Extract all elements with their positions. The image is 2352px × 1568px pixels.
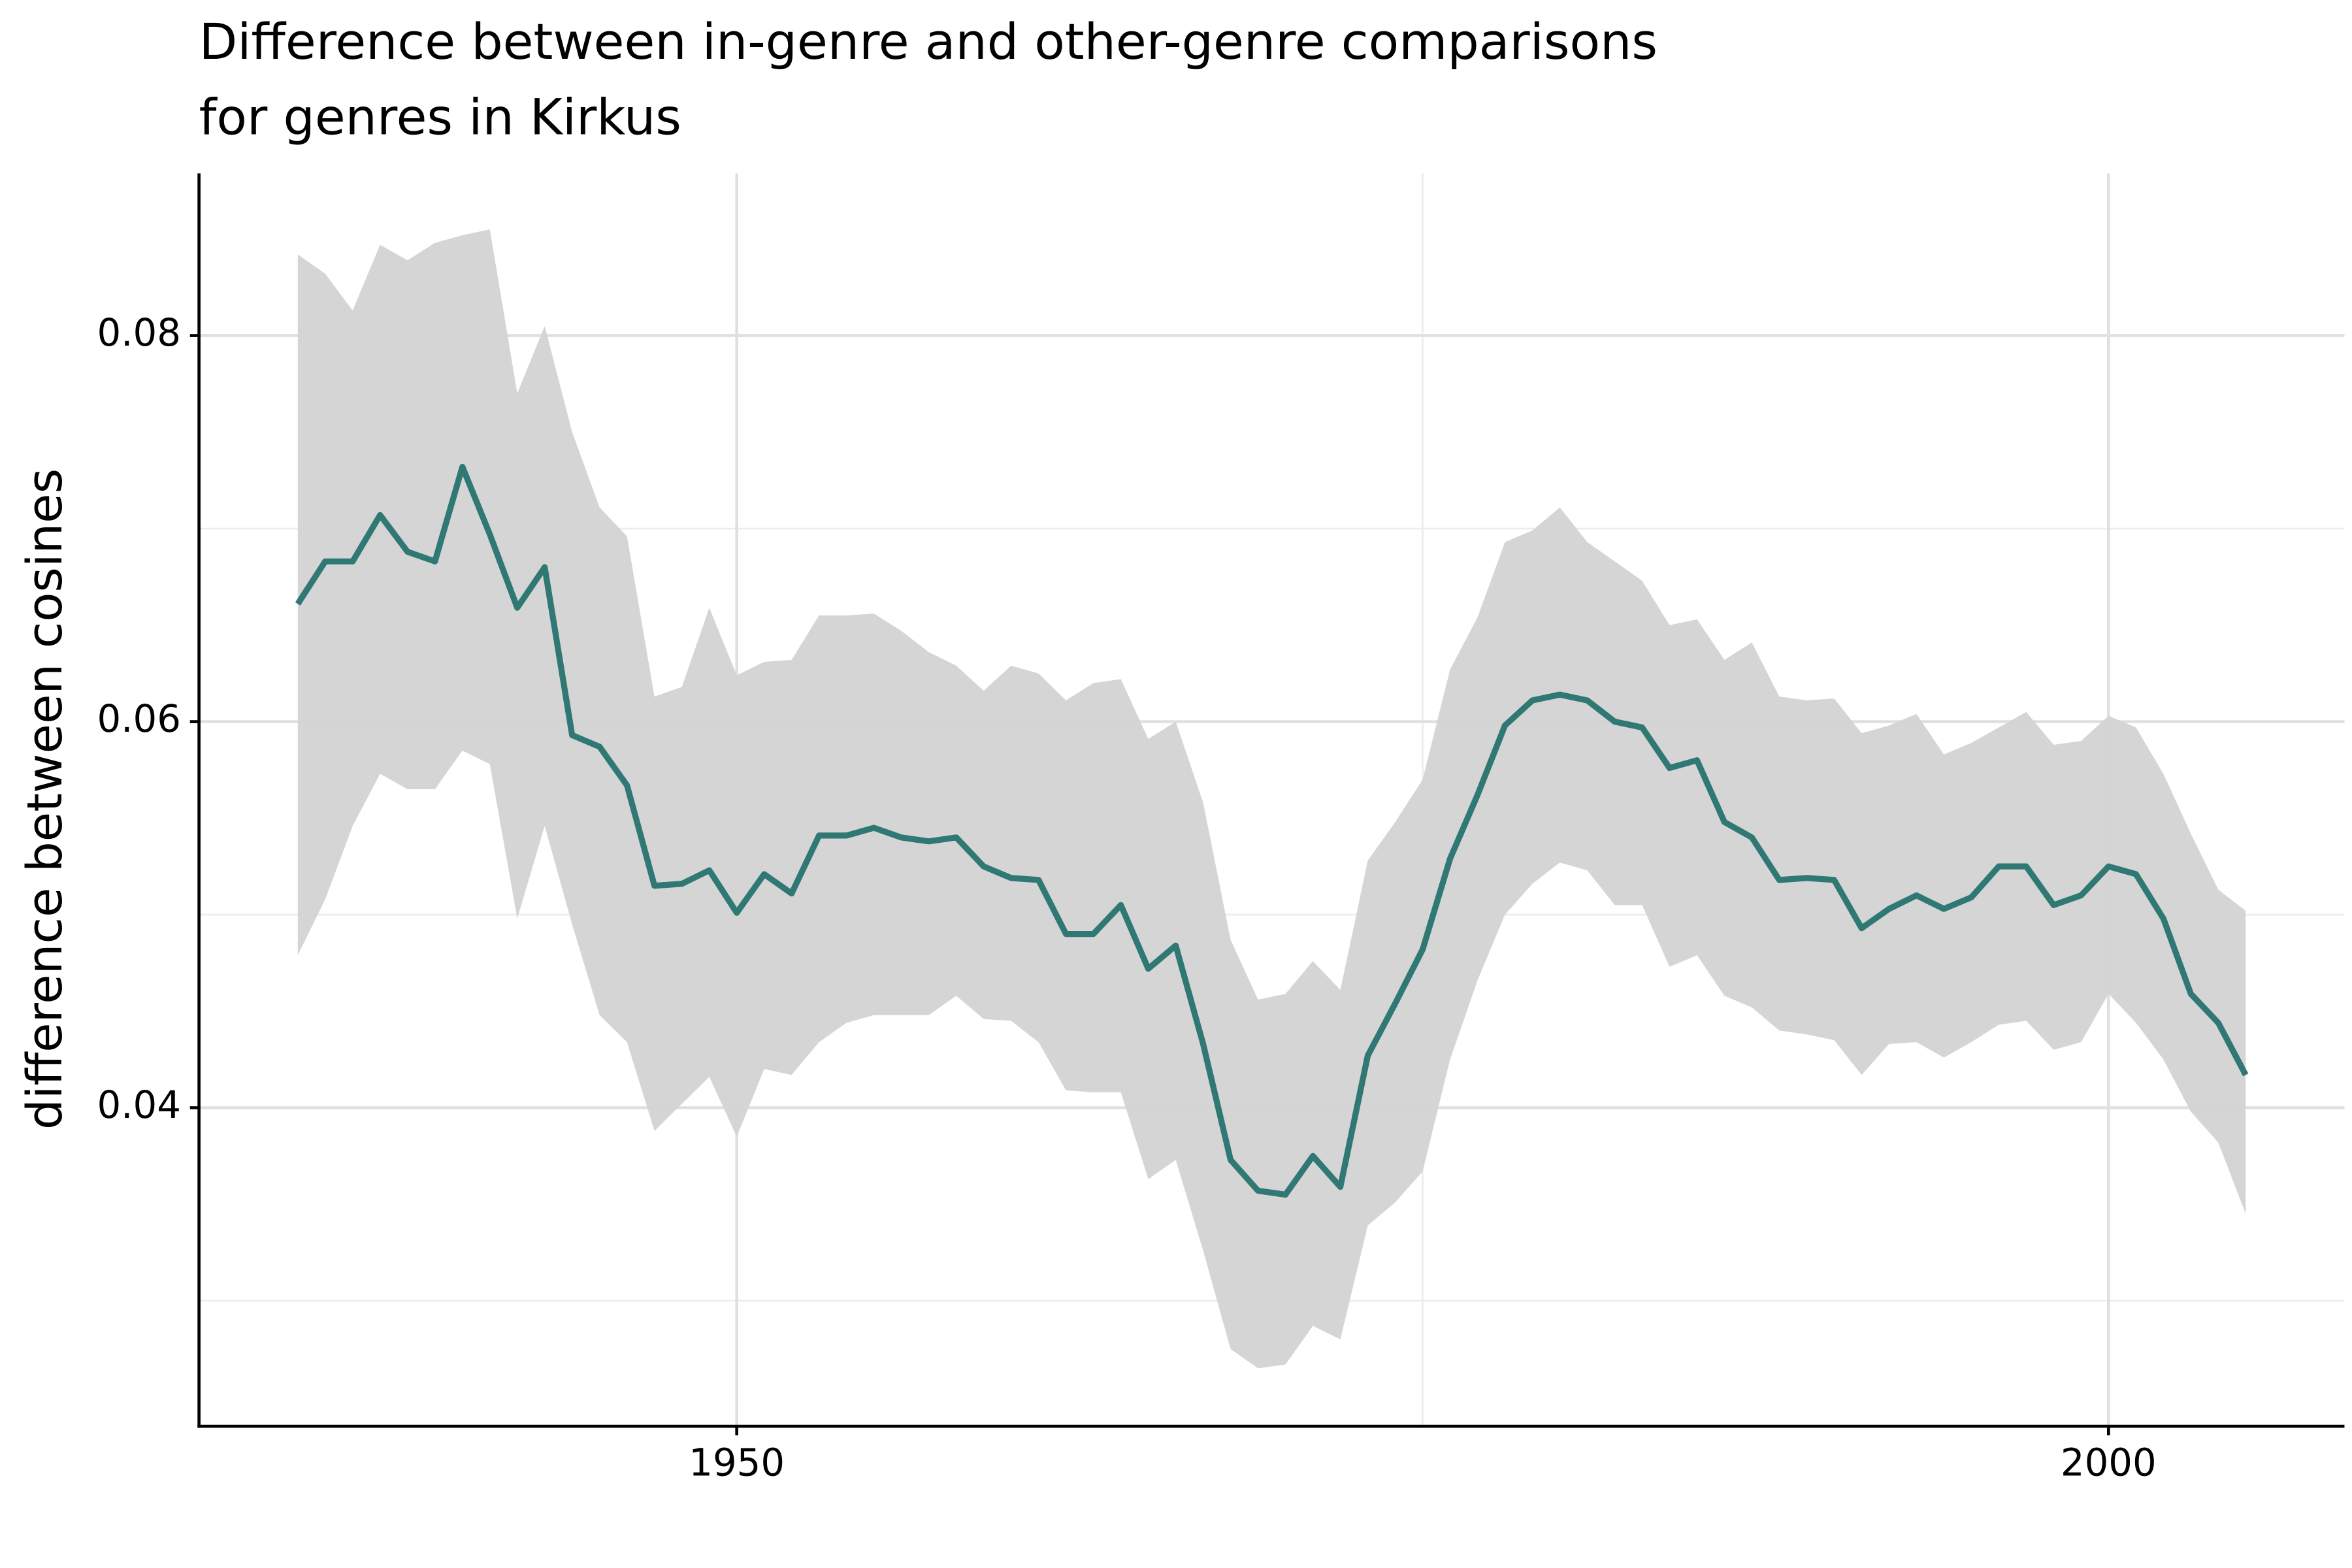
y-axis-label: difference between cosines [17, 468, 73, 1130]
x-tick-label: 2000 [2061, 1441, 2157, 1485]
y-tick-label: 0.06 [97, 696, 180, 741]
confidence-band [297, 229, 2246, 1369]
chart-title: Difference between in-genre and other-ge… [199, 12, 1658, 71]
y-tick-label: 0.08 [97, 310, 180, 355]
y-tick-label: 0.04 [97, 1083, 180, 1127]
chart-title: for genres in Kirkus [199, 88, 681, 146]
line [295, 463, 2249, 1198]
x-tick-label: 1950 [689, 1441, 785, 1485]
